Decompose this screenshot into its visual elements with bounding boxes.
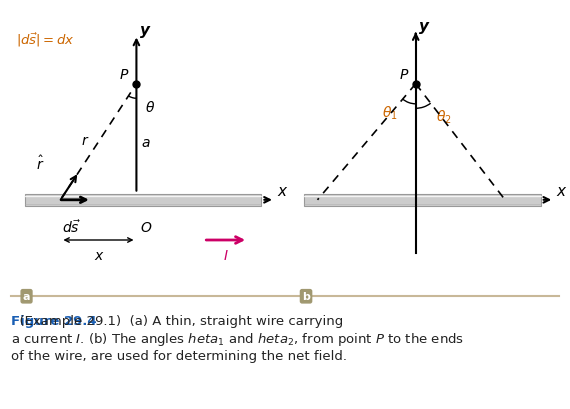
Text: $d\vec{s}$: $d\vec{s}$ [62,219,81,236]
Text: x: x [277,183,286,198]
Text: a: a [23,292,30,301]
Text: x: x [556,183,565,198]
Text: Figure 29.4: Figure 29.4 [11,315,97,328]
Text: $\theta$: $\theta$ [145,99,156,114]
Text: P: P [400,68,408,82]
Polygon shape [304,194,541,207]
Text: $\theta_1$: $\theta_1$ [382,105,398,122]
Text: $\hat{r}$: $\hat{r}$ [36,155,44,173]
Text: $|d\vec{s}|= dx$: $|d\vec{s}|= dx$ [16,31,75,49]
Text: a: a [142,135,150,149]
Text: y: y [140,22,149,38]
Text: r: r [82,133,87,147]
Text: O: O [141,220,152,234]
Text: I: I [223,248,228,263]
Text: b: b [302,292,310,301]
Polygon shape [25,194,262,207]
Text: y: y [419,19,429,34]
Text: x: x [95,248,103,263]
Text: P: P [120,68,128,82]
Text: (Example 29.1)  (a) A thin, straight wire carrying
a current $I$. (b) The angles: (Example 29.1) (a) A thin, straight wire… [11,315,465,362]
Text: $\theta_2$: $\theta_2$ [435,108,451,125]
